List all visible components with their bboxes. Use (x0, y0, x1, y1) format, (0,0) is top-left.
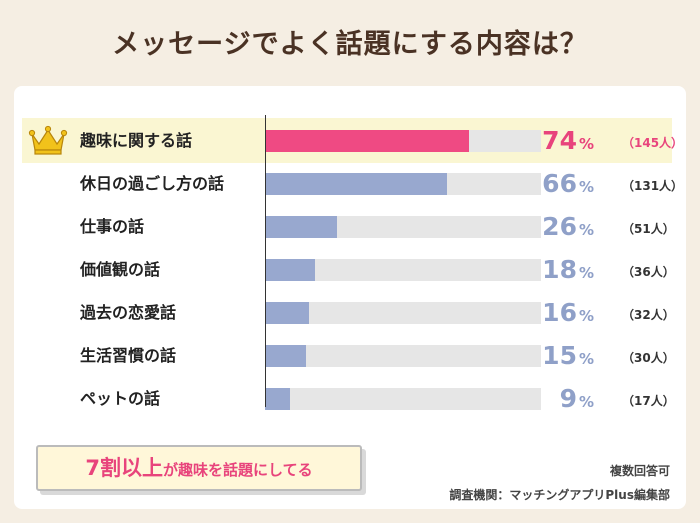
respondent-count: （131人） (622, 179, 684, 193)
percent-sign: % (578, 264, 594, 282)
value-label: 9% (560, 384, 594, 414)
value-number: 18 (542, 255, 577, 284)
bar-track (265, 388, 541, 410)
value-label: 16% (542, 298, 594, 328)
value-label: 15% (542, 341, 594, 371)
category-label: 価値観の話 (80, 260, 161, 279)
percent-sign: % (578, 350, 594, 368)
category-label: 仕事の話 (80, 217, 145, 236)
bar (265, 388, 290, 410)
bar (265, 173, 448, 195)
value-number: 66 (542, 169, 577, 198)
bar-track (265, 259, 541, 281)
bar-track (265, 130, 541, 152)
bar-track (265, 302, 541, 324)
value-number: 26 (542, 212, 577, 241)
percent-sign: % (578, 307, 594, 325)
value-number: 15 (542, 341, 577, 370)
chart-title: メッセージでよく話題にする内容は？ (112, 29, 588, 60)
bar-track (265, 345, 541, 367)
percent-sign: % (578, 135, 594, 153)
value-label: 18% (542, 255, 594, 285)
bar (265, 259, 315, 281)
category-label: 趣味に関する話 (80, 131, 193, 150)
callout-rest-text: が趣味を話題にしてる (163, 461, 313, 479)
percent-sign: % (578, 221, 594, 239)
category-label: 過去の恋愛話 (80, 303, 177, 322)
respondent-count: （51人） (622, 222, 675, 236)
value-label: 66% (542, 169, 594, 199)
respondent-count: （17人） (622, 394, 675, 408)
respondent-count: （36人） (622, 265, 675, 279)
respondent-count: （32人） (622, 308, 675, 322)
crown-icon (28, 125, 68, 155)
callout-strong-text: 7割以上 (85, 456, 164, 480)
value-number: 74 (542, 126, 577, 155)
bar (265, 302, 310, 324)
summary-callout: 7割以上が趣味を話題にしてる (36, 445, 362, 491)
category-axis-line (265, 115, 266, 407)
respondent-count: （145人） (622, 136, 684, 150)
bar-track (265, 216, 541, 238)
bar-track (265, 173, 541, 195)
category-label: ペットの話 (80, 389, 161, 408)
value-number: 16 (542, 298, 577, 327)
value-label: 26% (542, 212, 594, 242)
bar (265, 130, 470, 152)
source-note: 調査機関：マッチングアプリPlus編集部 (449, 488, 670, 502)
category-label: 生活習慣の話 (80, 346, 177, 365)
bar (265, 216, 337, 238)
bar (265, 345, 307, 367)
value-number: 9 (559, 384, 577, 413)
percent-sign: % (578, 393, 594, 411)
value-label: 74% (542, 126, 594, 156)
category-label: 休日の過ごし方の話 (80, 174, 225, 193)
percent-sign: % (578, 178, 594, 196)
respondent-count: （30人） (622, 351, 675, 365)
multi-answer-note: 複数回答可 (609, 464, 670, 478)
